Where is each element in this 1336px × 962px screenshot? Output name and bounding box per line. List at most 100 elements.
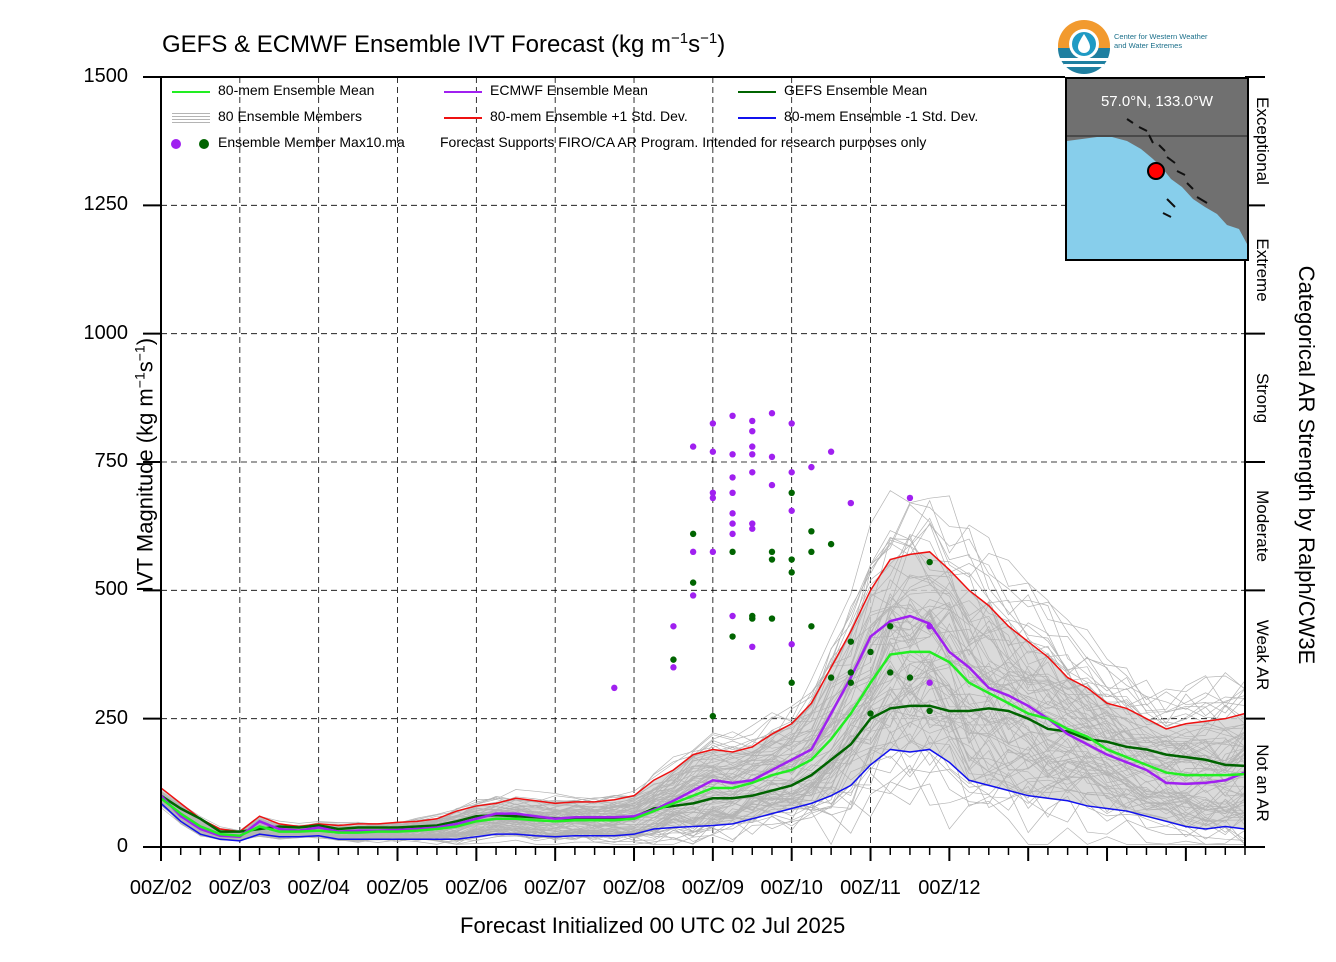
legend-label-minus1sd: 80-mem Ensemble -1 Std. Dev. xyxy=(784,108,979,124)
ecmwf-max-point xyxy=(611,684,618,692)
gefs-max-point xyxy=(867,710,874,717)
ensemble-member-line xyxy=(160,741,1246,845)
location-inset-map: 57.0°N, 133.0°W xyxy=(1065,77,1249,261)
gefs-max-point xyxy=(847,679,855,686)
ecmwf-max-point xyxy=(768,481,776,489)
spread-band xyxy=(161,551,1245,841)
gefs-max-point xyxy=(670,656,677,663)
gefs-max-point xyxy=(847,669,855,676)
x-axis-label: Forecast Initialized 00 UTC 02 Jul 2025 xyxy=(460,913,846,938)
ecmwf-max-point xyxy=(729,530,736,538)
gefs-max-point xyxy=(847,638,855,645)
gefs-max-point xyxy=(689,579,697,586)
gefs-max-point xyxy=(768,556,776,563)
gefs-max-point xyxy=(729,633,736,640)
legend-swatch-ecmwf xyxy=(444,91,482,93)
cw3e-logo-text: Center for Western Weather and Water Ext… xyxy=(1114,32,1244,50)
ecmwf-max-point xyxy=(749,443,756,450)
x-tick-label: 00Z/04 xyxy=(287,877,350,899)
ecmwf-max-point xyxy=(926,623,933,630)
ecmwf-max-point xyxy=(788,641,795,648)
ensemble-member-line xyxy=(160,710,1246,838)
gefs-max-point xyxy=(788,556,795,563)
chart-title: GEFS & ECMWF Ensemble IVT Forecast (kg m… xyxy=(162,30,726,58)
ecmwf-max-point xyxy=(709,448,717,455)
y2-axis-label: Categorical AR Strength by Ralph/CW3E xyxy=(1294,265,1319,665)
y-tick-label: 1250 xyxy=(83,193,129,216)
series-line-80-mem-ensemble-1-std-dev- xyxy=(160,551,1246,833)
ecmwf-max-point xyxy=(749,469,756,476)
ensemble-member-line xyxy=(160,490,1246,833)
gefs-max-point xyxy=(768,548,776,556)
y-tick-label: 250 xyxy=(94,706,128,729)
ensemble-member-line xyxy=(160,574,1246,831)
gefs-max-point xyxy=(926,707,933,715)
ecmwf-max-point xyxy=(749,451,756,458)
ensemble-member-line xyxy=(160,768,1245,845)
ensemble-member-line xyxy=(160,704,1246,843)
ecmwf-max-point xyxy=(808,463,815,471)
ensemble-member-line xyxy=(160,740,1246,842)
y-tick-label: 1500 xyxy=(83,65,129,87)
ecmwf-max-point xyxy=(847,499,855,507)
logo-text-line1: Center for Western Weather xyxy=(1114,32,1208,41)
category-label: Weak AR xyxy=(1253,619,1272,690)
x-tick-label: 00Z/09 xyxy=(681,877,744,899)
ecmwf-max-point xyxy=(749,417,756,425)
cw3e-logo: Center for Western Weather and Water Ext… xyxy=(1056,18,1246,74)
ecmwf-max-point xyxy=(689,592,697,599)
gefs-max-point xyxy=(689,530,697,538)
ecmwf-max-point xyxy=(729,474,736,481)
gefs-max-point xyxy=(808,623,815,630)
ecmwf-max-point xyxy=(729,451,736,458)
x-tick-label: 00Z/06 xyxy=(445,877,508,899)
legend-label-members: 80 Ensemble Members xyxy=(218,108,362,124)
ecmwf-max-point xyxy=(729,520,736,527)
ecmwf-max-point xyxy=(788,420,795,427)
x-tick-label: 00Z/11 xyxy=(840,877,901,899)
gefs-max-point xyxy=(788,679,795,686)
gefs-max-point xyxy=(808,528,815,535)
legend-swatch-minus1sd xyxy=(738,117,776,119)
cw3e-logo-icon xyxy=(1058,20,1110,74)
x-tick-label: 00Z/03 xyxy=(208,877,271,899)
gefs-max-point xyxy=(749,615,756,622)
category-label: Not an AR xyxy=(1253,744,1272,822)
category-label: Extreme xyxy=(1253,237,1272,302)
legend-dot-ecmwf xyxy=(171,139,181,149)
category-label: Moderate xyxy=(1253,490,1272,563)
legend-swatch-plus1sd xyxy=(444,117,482,119)
legend-label-gefs: GEFS Ensemble Mean xyxy=(784,82,928,98)
ensemble-member-line xyxy=(160,733,1246,840)
gefs-max-point xyxy=(887,623,894,630)
legend-swatch-members-1 xyxy=(172,113,210,114)
x-tick-label: 00Z/02 xyxy=(129,877,193,899)
ecmwf-max-point xyxy=(729,489,736,496)
ecmwf-max-point xyxy=(729,510,736,517)
gefs-max-point xyxy=(768,615,776,622)
ecmwf-max-point xyxy=(709,489,717,496)
x-tick-label: 00Z/08 xyxy=(602,877,666,899)
legend-label-ecmwf: ECMWF Ensemble Mean xyxy=(490,82,648,98)
ensemble-member-line xyxy=(160,612,1246,839)
legend-swatch-members-3 xyxy=(172,119,210,120)
ecmwf-max-point xyxy=(670,664,677,671)
gefs-max-point xyxy=(827,540,835,548)
legend-swatch-mean80 xyxy=(172,91,210,93)
gefs-max-point xyxy=(827,674,835,681)
y-axis-label: IVT Magnitude (kg m−1s−1) xyxy=(131,337,158,593)
ecmwf-max-point xyxy=(689,548,697,556)
gefs-max-point xyxy=(729,548,736,556)
y-tick-label: 500 xyxy=(94,578,128,601)
legend-swatch-members-2 xyxy=(172,116,210,117)
gefs-max-point xyxy=(867,648,874,656)
x-tick-label: 00Z/12 xyxy=(918,877,981,899)
legend-label-mean80: 80-mem Ensemble Mean xyxy=(218,82,375,98)
gefs-max-point xyxy=(788,489,795,496)
category-label: Strong xyxy=(1253,372,1272,423)
x-tick-label: 00Z/10 xyxy=(760,877,823,899)
y-tick-label: 0 xyxy=(116,835,128,857)
logo-text-line2: and Water Extremes xyxy=(1114,41,1183,50)
ecmwf-max-point xyxy=(729,412,736,419)
